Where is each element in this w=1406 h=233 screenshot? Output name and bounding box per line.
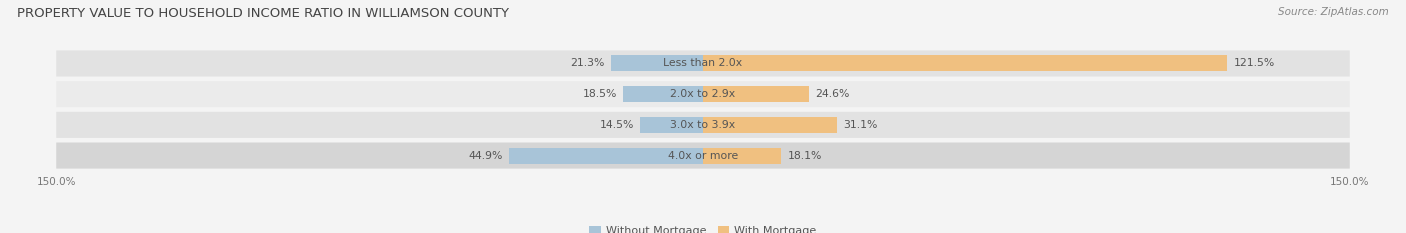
FancyBboxPatch shape [56, 112, 1350, 138]
Bar [641, 117, 703, 133]
Text: 44.9%: 44.9% [468, 151, 503, 161]
Text: 24.6%: 24.6% [815, 89, 849, 99]
Text: 21.3%: 21.3% [571, 58, 605, 69]
Legend: Without Mortgage, With Mortgage: Without Mortgage, With Mortgage [589, 226, 817, 233]
Bar [703, 86, 808, 102]
Text: 18.1%: 18.1% [787, 151, 823, 161]
FancyBboxPatch shape [56, 81, 1350, 107]
Bar [612, 55, 703, 72]
Text: Source: ZipAtlas.com: Source: ZipAtlas.com [1278, 7, 1389, 17]
Bar [703, 55, 1227, 72]
Text: 121.5%: 121.5% [1233, 58, 1275, 69]
Bar [703, 147, 782, 164]
Text: 31.1%: 31.1% [844, 120, 877, 130]
FancyBboxPatch shape [56, 143, 1350, 169]
Text: Less than 2.0x: Less than 2.0x [664, 58, 742, 69]
Bar [623, 86, 703, 102]
Text: 18.5%: 18.5% [582, 89, 617, 99]
Text: PROPERTY VALUE TO HOUSEHOLD INCOME RATIO IN WILLIAMSON COUNTY: PROPERTY VALUE TO HOUSEHOLD INCOME RATIO… [17, 7, 509, 20]
FancyBboxPatch shape [56, 50, 1350, 76]
Bar [509, 147, 703, 164]
Text: 2.0x to 2.9x: 2.0x to 2.9x [671, 89, 735, 99]
Text: 14.5%: 14.5% [599, 120, 634, 130]
Bar [703, 117, 837, 133]
Text: 3.0x to 3.9x: 3.0x to 3.9x [671, 120, 735, 130]
Text: 4.0x or more: 4.0x or more [668, 151, 738, 161]
